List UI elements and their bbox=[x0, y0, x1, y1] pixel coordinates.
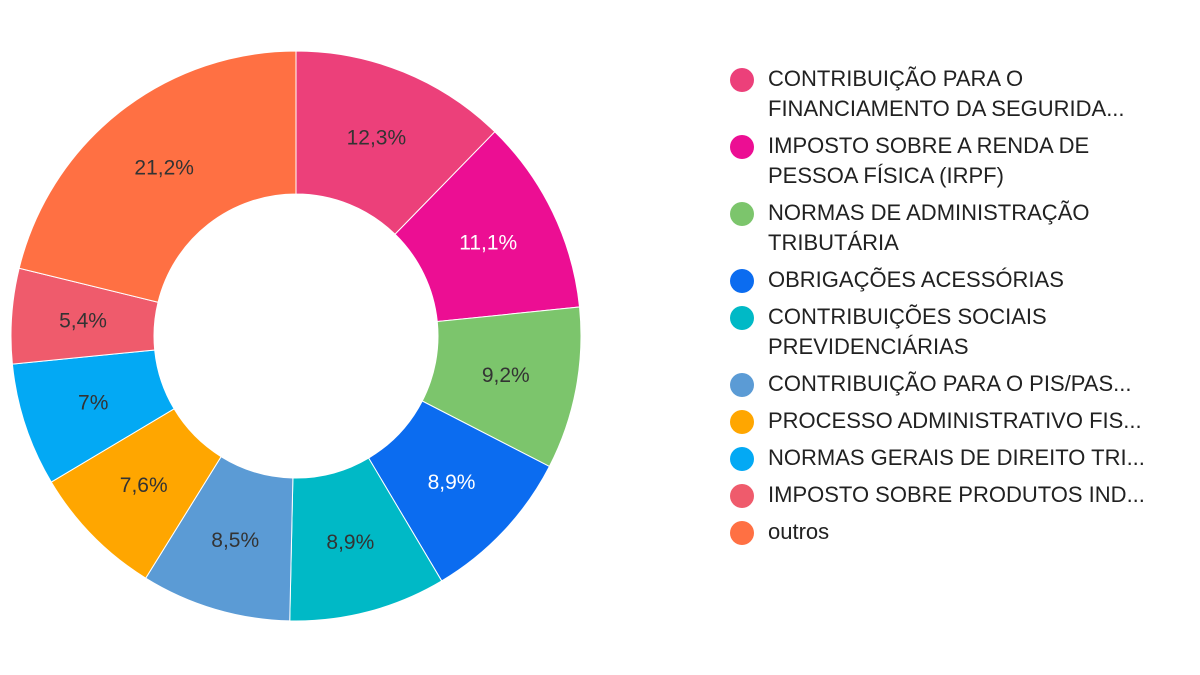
slice-label-1: 11,1% bbox=[459, 232, 517, 255]
legend-swatch bbox=[730, 135, 754, 159]
legend-swatch bbox=[730, 410, 754, 434]
legend-item[interactable]: PROCESSO ADMINISTRATIVO FIS... bbox=[730, 406, 1190, 436]
legend-label: CONTRIBUIÇÃO PARA O PIS/PAS... bbox=[768, 371, 1132, 396]
slice-label-7: 7% bbox=[78, 391, 108, 414]
legend-swatch bbox=[730, 521, 754, 545]
slice-label-8: 5,4% bbox=[59, 309, 107, 332]
legend-item[interactable]: CONTRIBUIÇÃO PARA O FINANCIAMENTO DA SEG… bbox=[730, 64, 1190, 124]
legend-item[interactable]: CONTRIBUIÇÕES SOCIAIS PREVIDENCIÁRIAS bbox=[730, 302, 1190, 362]
legend-item[interactable]: OBRIGAÇÕES ACESSÓRIAS bbox=[730, 265, 1190, 295]
legend-swatch bbox=[730, 447, 754, 471]
legend-swatch bbox=[730, 373, 754, 397]
legend-swatch bbox=[730, 306, 754, 330]
legend-label: NORMAS GERAIS DE DIREITO TRI... bbox=[768, 445, 1145, 470]
legend-label: IMPOSTO SOBRE A RENDA DE PESSOA FÍSICA (… bbox=[768, 133, 1090, 188]
slice-label-5: 8,5% bbox=[211, 529, 259, 552]
legend-item[interactable]: outros bbox=[730, 517, 1190, 547]
legend-label: CONTRIBUIÇÃO PARA O FINANCIAMENTO DA SEG… bbox=[768, 66, 1125, 121]
donut-chart: 12,3% 11,1% 9,2% 8,9% 8,9% 8,5% 7,6% 7% 5,4% 21,2… bbox=[10, 50, 582, 622]
legend-item[interactable]: CONTRIBUIÇÃO PARA O PIS/PAS... bbox=[730, 369, 1190, 399]
legend-swatch bbox=[730, 269, 754, 293]
slice-label-0: 12,3% bbox=[347, 127, 407, 150]
legend-label: outros bbox=[768, 519, 830, 544]
legend-item[interactable]: IMPOSTO SOBRE A RENDA DE PESSOA FÍSICA (… bbox=[730, 131, 1190, 191]
legend-label: IMPOSTO SOBRE PRODUTOS IND... bbox=[768, 482, 1145, 507]
legend-swatch bbox=[730, 202, 754, 226]
slice-label-3: 8,9% bbox=[428, 471, 476, 494]
slice-label-9: 21,2% bbox=[134, 157, 194, 180]
slice-1 bbox=[394, 131, 581, 323]
legend-item[interactable]: IMPOSTO SOBRE PRODUTOS IND... bbox=[730, 480, 1190, 510]
legend-swatch bbox=[730, 68, 754, 92]
slice-label-6: 7,6% bbox=[120, 474, 168, 497]
legend-label: CONTRIBUIÇÕES SOCIAIS PREVIDENCIÁRIAS bbox=[768, 304, 1047, 359]
legend-swatch bbox=[730, 484, 754, 508]
chart-legend: CONTRIBUIÇÃO PARA O FINANCIAMENTO DA SEG… bbox=[730, 64, 1190, 554]
legend-item[interactable]: NORMAS DE ADMINISTRAÇÃO TRIBUTÁRIA bbox=[730, 198, 1190, 258]
slice-label-4: 8,9% bbox=[326, 531, 374, 554]
slice-9 bbox=[18, 50, 297, 303]
slice-label-2: 9,2% bbox=[482, 364, 530, 387]
legend-label: PROCESSO ADMINISTRATIVO FIS... bbox=[768, 408, 1142, 433]
legend-label: OBRIGAÇÕES ACESSÓRIAS bbox=[768, 267, 1064, 292]
legend-label: NORMAS DE ADMINISTRAÇÃO TRIBUTÁRIA bbox=[768, 200, 1090, 255]
legend-item[interactable]: NORMAS GERAIS DE DIREITO TRI... bbox=[730, 443, 1190, 473]
